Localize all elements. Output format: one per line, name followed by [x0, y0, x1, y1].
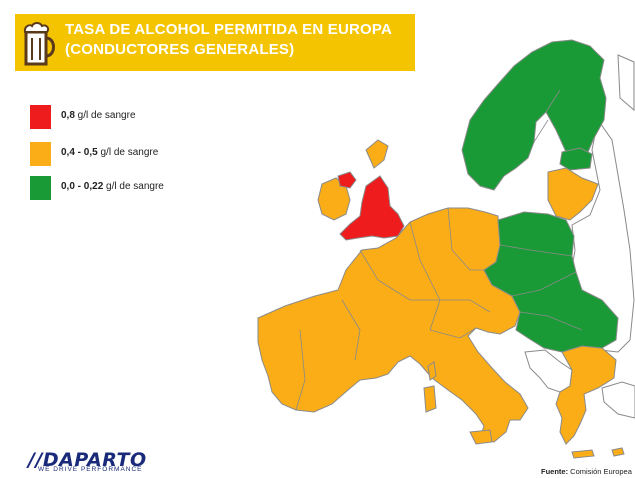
title-line-1: TASA DE ALCOHOL PERMITIDA EN EUROPA — [65, 21, 393, 38]
region-orange-corsica — [427, 361, 437, 381]
region-orange-scotland-coast — [365, 139, 389, 169]
region-white-turkey — [601, 381, 635, 419]
beer-mug-icon — [23, 22, 55, 66]
title-line-2: (CONDUCTORES GENERALES) — [65, 41, 295, 58]
legend-value: 0,8 — [61, 110, 75, 121]
region-red-northern-ireland — [337, 171, 357, 189]
legend-swatch-red — [30, 105, 51, 129]
title-band — [15, 14, 415, 71]
source-text: Comisión Europea — [568, 467, 632, 476]
country-borders — [295, 207, 491, 411]
region-orange-baltics — [547, 167, 599, 221]
region-orange-southeast — [555, 345, 617, 445]
region-white-north — [617, 54, 635, 112]
country-borders-green — [499, 89, 583, 331]
region-green-central — [483, 211, 619, 353]
legend-swatch-orange — [30, 142, 51, 166]
legend-value: 0,4 - 0,5 — [61, 147, 98, 158]
legend-swatch-green — [30, 176, 51, 200]
legend-unit: g/l de sangre — [74, 110, 136, 121]
region-orange-crete — [571, 449, 595, 459]
page-title: TASA DE ALCOHOL PERMITIDA EN EUROPA (CON… — [65, 20, 415, 60]
legend-unit: g/l de sangre — [103, 181, 164, 192]
source-label: Fuente: — [541, 467, 569, 476]
legend-label: 0,0 - 0,22 g/l de sangre — [61, 181, 164, 192]
legend-unit: g/l de sangre — [97, 147, 159, 158]
region-green-estonia — [559, 147, 593, 171]
region-orange-sardinia — [423, 385, 437, 413]
region-orange-sicily — [469, 429, 493, 445]
source-note: Fuente: Comisión Europea — [541, 467, 632, 476]
region-red-uk — [339, 175, 405, 241]
logo-tagline: WE DRIVE PERFORMANCE — [38, 466, 143, 473]
legend-value: 0,0 - 0,22 — [61, 181, 104, 192]
region-orange-west — [257, 207, 529, 443]
legend-label: 0,8 g/l de sangre — [61, 110, 136, 121]
daparto-logo: //DAPARTO — [28, 449, 147, 471]
region-orange-cyprus — [611, 447, 625, 457]
legend-label: 0,4 - 0,5 g/l de sangre — [61, 147, 158, 158]
